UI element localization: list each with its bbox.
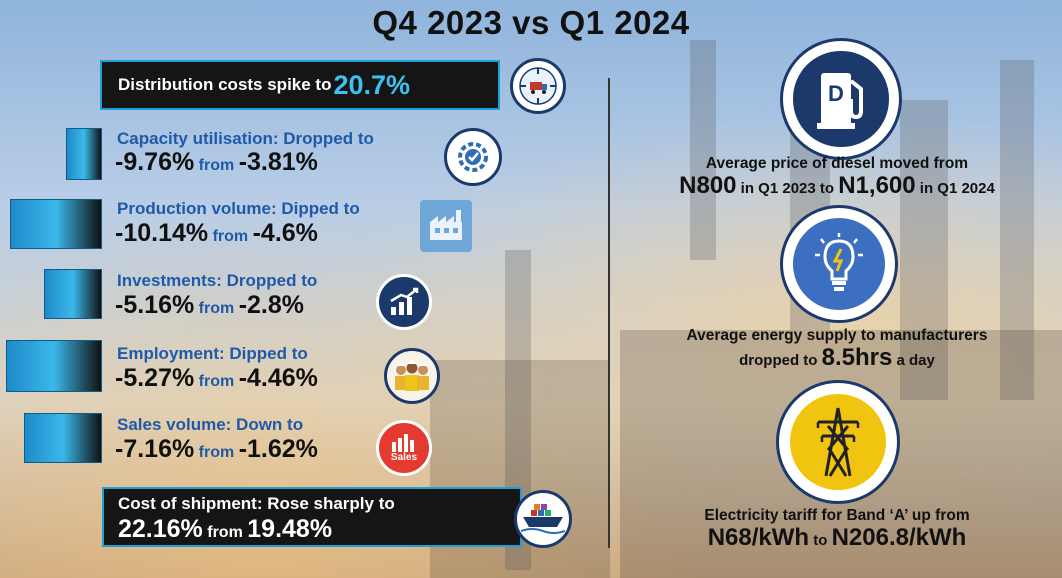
sales-label: Sales volume: Down to [117,415,304,434]
shipment-label: Cost of shipment: Rose sharply to [118,494,395,513]
energy-line1: Average energy supply to manufacturers [686,327,988,344]
lightbulb-icon [780,205,898,323]
production-value: -10.14% from -4.6% [115,219,318,247]
workers-icon [384,348,440,404]
diesel-line2: N800 in Q1 2023 to N1,600 in Q1 2024 [679,172,995,199]
fuel-pump-letter: D [828,81,844,106]
factory-icon [420,200,472,252]
investments-label: Investments: Dropped to [117,271,318,290]
stat-accent-bar [66,128,102,180]
bg-tower [690,40,716,260]
stat-accent-bar [24,413,102,463]
bg-tower [1000,60,1034,400]
production-label: Production volume: Dipped to [117,199,360,218]
shipment-value: 22.16% from 19.48% [118,515,333,543]
stat-accent-bar [6,340,102,392]
sales-chart-icon: Sales [376,420,432,476]
capacity-value: -9.76% from -3.81% [115,148,318,176]
sales-value: -7.16% from -1.62% [115,435,318,463]
truck-hub-icon [510,58,566,114]
gear-check-icon [444,128,502,186]
distribution-banner: Distribution costs spike to 20.7% [100,60,500,110]
tariff-line1: Electricity tariff for Band ‘A’ up from [704,507,970,524]
employment-label: Employment: Dipped to [117,344,308,363]
tariff-line2: N68/kWh to N206.8/kWh [707,524,967,551]
diesel-line1: Average price of diesel moved from [705,155,969,172]
bg-tower [900,100,948,400]
capacity-label: Capacity utilisation: Dropped to [117,129,374,148]
stat-accent-bar [10,199,102,249]
sales-icon-text: Sales [390,451,418,463]
divider [608,78,610,548]
growth-chart-icon [376,274,432,330]
page-title: Q4 2023 vs Q1 2024 [372,4,690,41]
stat-accent-bar [44,269,102,319]
energy-line2: dropped to 8.5hrs a day [739,344,935,371]
shipment-banner: Cost of shipment: Rose sharply to 22.16%… [102,487,522,547]
power-pylon-icon [776,380,900,504]
distribution-text: Distribution costs spike to [118,75,332,94]
investments-value: -5.16% from -2.8% [115,291,304,319]
fuel-pump-icon: D [780,38,902,160]
ship-icon [514,490,572,548]
distribution-value: 20.7% [333,69,411,100]
employment-value: -5.27% from -4.46% [115,364,318,392]
